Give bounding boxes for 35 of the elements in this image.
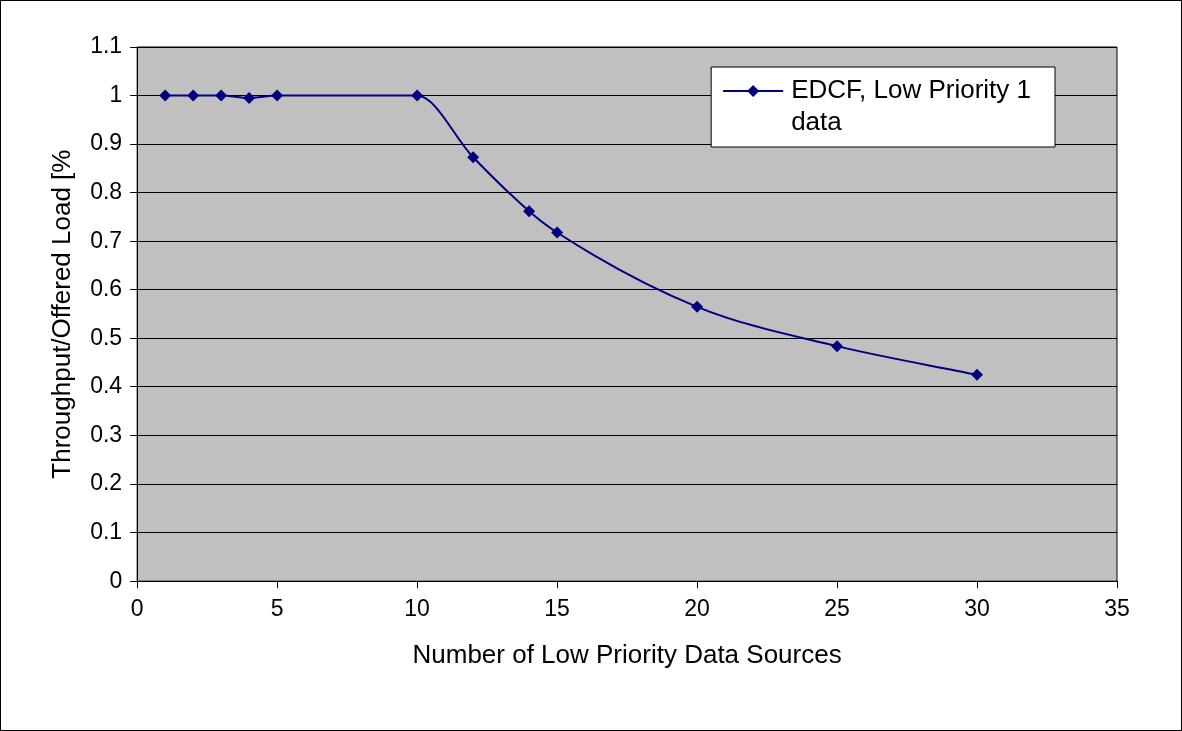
- point: [271, 89, 284, 102]
- point: [831, 340, 844, 353]
- y-tick-label: 1.1: [90, 32, 123, 59]
- x-tick-label: 25: [824, 595, 850, 622]
- y-tick-label: 0.4: [90, 372, 123, 399]
- y-tick-label: 0.8: [90, 178, 123, 205]
- x-tick-label: 35: [1104, 595, 1130, 622]
- y-tick-label: 0.9: [90, 129, 123, 156]
- y-tick-label: 1: [109, 80, 123, 107]
- y-tick-label: 0.2: [90, 469, 123, 496]
- y-axis-title: Throughput/Offered Load [%: [45, 149, 76, 479]
- point: [215, 89, 228, 102]
- x-tick-label: 15: [544, 595, 570, 622]
- x-tick-label: 0: [130, 595, 144, 622]
- x-tick-label: 10: [404, 595, 430, 622]
- y-tick-label: 0.5: [90, 323, 123, 350]
- point: [187, 89, 200, 102]
- point: [971, 368, 984, 381]
- point: [691, 300, 704, 313]
- x-tick-label: 30: [964, 595, 990, 622]
- legend-label: EDCF, Low Priority 1 data: [791, 74, 1031, 137]
- point: [467, 151, 480, 164]
- y-tick-label: 0.7: [90, 226, 123, 253]
- y-tick-label: 0: [109, 566, 123, 593]
- y-tick-label: 0.1: [90, 517, 123, 544]
- point: [411, 89, 424, 102]
- point: [243, 91, 256, 104]
- x-tick-label: 20: [684, 595, 710, 622]
- x-tick-label: 5: [270, 595, 284, 622]
- y-tick-label: 0.3: [90, 420, 123, 447]
- y-tick-label: 0.6: [90, 275, 123, 302]
- point: [551, 226, 564, 239]
- point: [523, 205, 536, 218]
- x-axis-title: Number of Low Priority Data Sources: [412, 638, 842, 669]
- point: [159, 89, 172, 102]
